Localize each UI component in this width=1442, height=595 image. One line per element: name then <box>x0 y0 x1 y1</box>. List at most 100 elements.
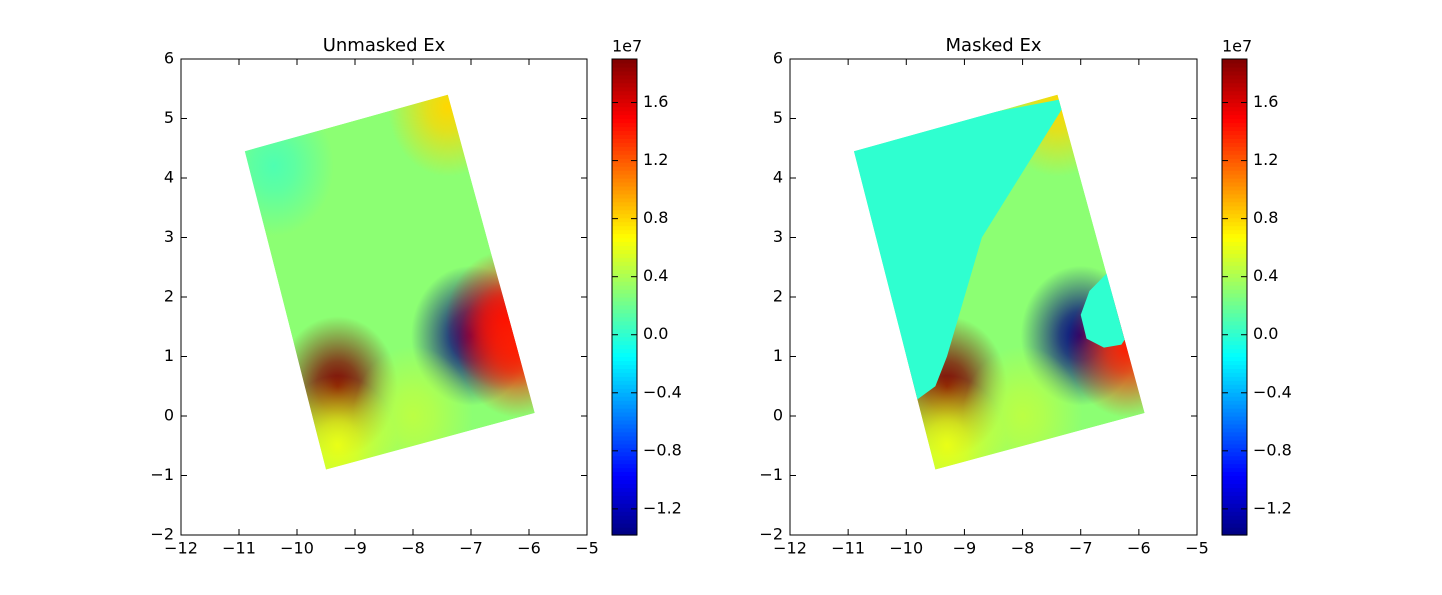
colorbar-strip <box>1222 419 1247 425</box>
colorbar-strip <box>1222 372 1247 377</box>
colorbar-strip <box>612 515 637 520</box>
colorbar-strip <box>612 356 637 362</box>
colorbar-strip <box>612 427 637 433</box>
colorbar-strip <box>612 62 637 68</box>
colorbar-strip <box>612 118 637 124</box>
colorbar-tick-label: −0.4 <box>643 382 682 401</box>
colorbar-strip <box>1222 102 1247 108</box>
field <box>853 94 1145 470</box>
colorbar-strip <box>1222 459 1247 465</box>
colorbar-strip <box>1222 368 1247 373</box>
colorbar-strip <box>612 435 637 441</box>
colorbar-strip <box>612 487 637 492</box>
colorbar-strip <box>612 174 637 179</box>
colorbar-strip <box>1222 300 1247 306</box>
colorbar-strip <box>1222 66 1247 72</box>
colorbar-strip <box>1222 360 1247 366</box>
colorbar-strip <box>1222 265 1247 270</box>
colorbar-strip <box>1222 308 1247 314</box>
colorbar-strip <box>612 412 637 417</box>
colorbar-strip <box>612 531 637 536</box>
colorbar-strip <box>612 197 637 203</box>
colorbar-strip <box>1222 150 1247 155</box>
colorbar-strip <box>1222 527 1247 532</box>
colorbar-strip <box>612 74 637 80</box>
colorbar-strip <box>1222 241 1247 247</box>
colorbar-strip <box>612 324 637 330</box>
colorbar-strip <box>1222 193 1247 199</box>
colorbar-strip <box>612 297 637 302</box>
colorbar-strip <box>1222 483 1247 488</box>
x-tick-label: −10 <box>280 539 314 558</box>
colorbar-strip <box>612 146 637 151</box>
colorbar-tick-label: 1.6 <box>1253 92 1278 111</box>
colorbar-strip <box>612 293 637 298</box>
colorbar-strip <box>612 102 637 108</box>
colorbar-strip <box>1222 491 1247 496</box>
y-tick-label: 6 <box>773 49 783 68</box>
colorbar-strip <box>612 285 637 290</box>
colorbar-strip <box>1222 197 1247 203</box>
colorbar-strip <box>1222 408 1247 413</box>
colorbar-strip <box>612 364 637 369</box>
colorbar-strip <box>612 455 637 461</box>
colorbar-strip <box>612 209 637 215</box>
colorbar-strip <box>612 82 637 88</box>
x-tick-label: −7 <box>1069 539 1093 558</box>
y-tick-label: 3 <box>773 227 783 246</box>
colorbar-strip <box>612 281 637 286</box>
colorbar-frame <box>611 58 638 536</box>
colorbar-strip <box>612 86 637 92</box>
y-tick-label: −1 <box>150 465 174 484</box>
colorbar-strip <box>1222 78 1247 84</box>
colorbar-strip <box>1222 82 1247 88</box>
colorbar-strip <box>1222 443 1247 449</box>
colorbar-strip <box>1222 431 1247 437</box>
colorbar-strip <box>1222 98 1247 104</box>
y-tick-label: 1 <box>773 346 783 365</box>
colorbar-strip <box>612 233 637 239</box>
colorbar-strip <box>1222 74 1247 80</box>
y-tick-label: −1 <box>759 465 783 484</box>
colorbar-strip <box>612 237 637 243</box>
colorbar-strip <box>1222 249 1247 254</box>
x-tick-label: −5 <box>1185 539 1209 558</box>
y-tick-label: 4 <box>164 168 174 187</box>
colorbar-strip <box>612 503 637 508</box>
colorbar-tick-label: 0.4 <box>1253 266 1278 285</box>
colorbar-strip <box>612 527 637 532</box>
colorbar-strip <box>1222 237 1247 243</box>
x-tick-label: −7 <box>459 539 483 558</box>
colorbar-strip <box>1222 439 1247 445</box>
colorbar-strip <box>612 300 637 306</box>
colorbar-strip <box>1222 158 1247 163</box>
colorbar-strip <box>1222 503 1247 508</box>
colorbar-strip <box>1222 209 1247 215</box>
colorbar-strip <box>612 340 637 346</box>
colorbar-strip <box>1222 126 1247 131</box>
colorbar-strip <box>612 162 637 167</box>
colorbar-strip <box>1222 289 1247 294</box>
colorbar-strip <box>612 416 637 421</box>
colorbar-strip <box>612 467 637 473</box>
colorbar-strip <box>612 384 637 389</box>
y-tick-label: 1 <box>164 346 174 365</box>
colorbar-strip <box>612 205 637 211</box>
colorbar-strip <box>1222 519 1247 524</box>
colorbar-strip <box>612 400 637 405</box>
colorbar-strip <box>612 265 637 270</box>
colorbar-strip <box>612 419 637 425</box>
colorbar-strip <box>1222 281 1247 286</box>
colorbar-strip <box>1222 253 1247 258</box>
colorbar-strip <box>612 348 637 354</box>
colorbar-strip <box>1222 392 1247 397</box>
colorbar-strip <box>1222 463 1247 469</box>
colorbar-strip <box>612 253 637 258</box>
colorbar-strip <box>1222 376 1247 381</box>
colorbar-strip <box>1222 273 1247 278</box>
colorbar-strip <box>612 150 637 155</box>
field <box>244 94 535 470</box>
colorbar-strip <box>1222 261 1247 266</box>
colorbar-strip <box>1222 185 1247 191</box>
colorbar-strip <box>1222 201 1247 207</box>
